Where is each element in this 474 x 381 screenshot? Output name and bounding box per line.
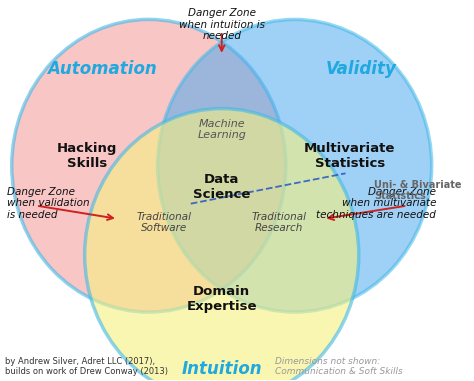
- Text: Domain
Expertise: Domain Expertise: [186, 285, 257, 312]
- Text: Traditional
Research: Traditional Research: [252, 212, 307, 234]
- Text: Dimensions not shown:
Communication & Soft Skills: Dimensions not shown: Communication & So…: [275, 357, 402, 376]
- Text: Machine
Learning: Machine Learning: [197, 119, 246, 141]
- Text: Data
Science: Data Science: [193, 173, 250, 201]
- Text: Danger Zone
when intuition is
needed: Danger Zone when intuition is needed: [179, 8, 264, 42]
- Text: by Andrew Silver, Adret LLC (2017),
builds on work of Drew Conway (2013): by Andrew Silver, Adret LLC (2017), buil…: [5, 357, 168, 376]
- Text: Automation: Automation: [47, 60, 157, 78]
- Text: Validity: Validity: [326, 60, 396, 78]
- Ellipse shape: [12, 19, 286, 312]
- Text: Hacking
Skills: Hacking Skills: [57, 142, 117, 170]
- Text: Danger Zone
when validation
is needed: Danger Zone when validation is needed: [7, 187, 90, 220]
- Text: Uni- & Bivariate
Statistics: Uni- & Bivariate Statistics: [374, 179, 462, 201]
- Text: Danger Zone
when multivariate
techniques are needed: Danger Zone when multivariate techniques…: [316, 187, 436, 220]
- Ellipse shape: [158, 19, 432, 312]
- Text: Multivariate
Statistics: Multivariate Statistics: [304, 142, 396, 170]
- Text: Intuition: Intuition: [182, 360, 262, 378]
- Text: Traditional
Software: Traditional Software: [137, 212, 192, 234]
- Ellipse shape: [85, 109, 359, 381]
